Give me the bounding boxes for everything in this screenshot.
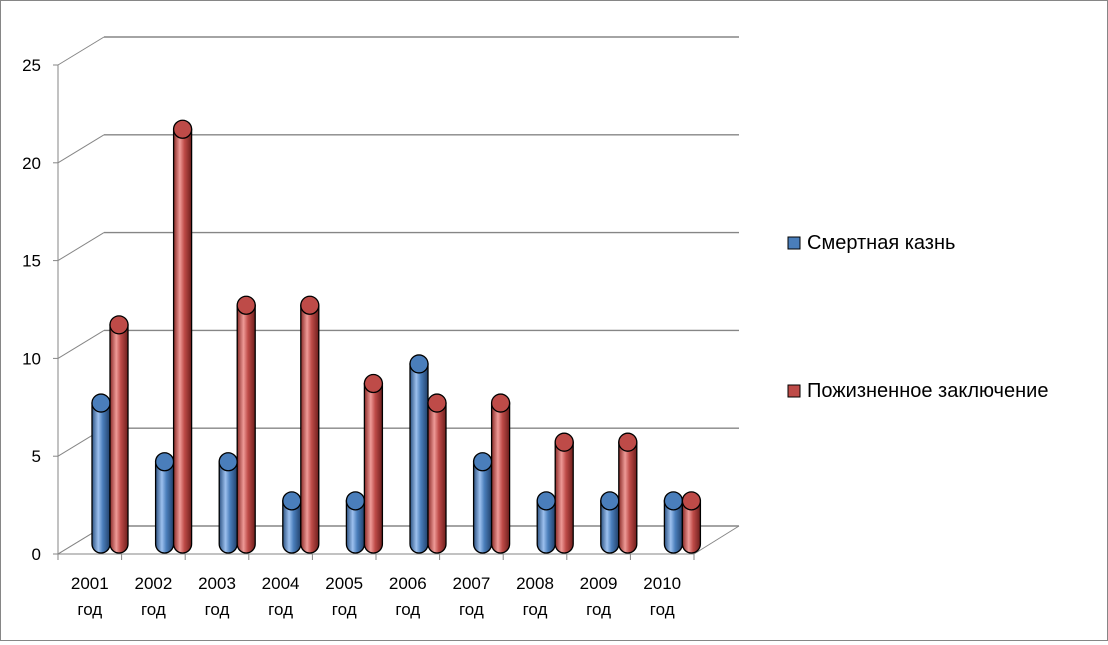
- legend: Смертная казнь Пожизненное заключение: [787, 232, 1048, 402]
- bar-top: [600, 491, 620, 511]
- bar-body: [236, 304, 256, 554]
- bar: [618, 432, 638, 554]
- bar-body: [427, 402, 447, 554]
- bar: [600, 491, 620, 554]
- bar-top: [427, 393, 447, 413]
- y-tick-label: 10: [22, 349, 41, 368]
- x-tick-label: год: [141, 600, 166, 619]
- x-tick-label: год: [395, 600, 420, 619]
- gridline-diagonal: [57, 36, 105, 66]
- gridline-diagonal: [57, 329, 105, 359]
- bar: [472, 452, 493, 554]
- bar-body: [363, 382, 384, 554]
- x-tick-label: 2003: [198, 574, 236, 593]
- y-tick-label: 5: [32, 447, 41, 466]
- bar-body: [490, 402, 511, 554]
- bar-top: [154, 452, 175, 472]
- x-tick-label: 2009: [580, 574, 618, 593]
- bar: [154, 452, 175, 554]
- y-tick-label: 15: [22, 252, 41, 271]
- bar-body: [154, 461, 175, 554]
- x-tick-label: 2001: [71, 574, 109, 593]
- bar-body: [681, 500, 702, 554]
- bars-layer: [91, 119, 702, 554]
- bar-body: [109, 324, 129, 554]
- bar: [409, 354, 429, 554]
- y-tick-label: 25: [22, 56, 41, 75]
- bar-body: [472, 461, 493, 554]
- legend-swatch: [787, 384, 801, 398]
- bar-body: [218, 461, 238, 554]
- bar-top: [536, 491, 556, 511]
- bar-top: [618, 432, 638, 452]
- bar: [236, 295, 256, 554]
- y-tick-label: 0: [32, 545, 41, 564]
- bar-body: [91, 402, 111, 554]
- bar-body: [300, 304, 320, 554]
- x-tick-label: год: [586, 600, 611, 619]
- bar: [91, 393, 111, 554]
- x-tick-label: год: [268, 600, 293, 619]
- bar-top: [472, 452, 493, 472]
- bar-top: [345, 491, 366, 511]
- bar: [282, 491, 302, 554]
- bar: [345, 491, 366, 554]
- x-tick-label: 2008: [516, 574, 554, 593]
- bar-top: [409, 354, 429, 374]
- bar-top: [236, 295, 256, 315]
- x-tick-label: год: [650, 600, 675, 619]
- x-tick-label: 2007: [452, 574, 490, 593]
- bar: [218, 452, 238, 554]
- y-tick-label: 20: [22, 154, 41, 173]
- bar-body: [554, 441, 574, 554]
- x-tick-label: год: [523, 600, 548, 619]
- bar-top: [300, 295, 320, 315]
- x-tick-label: 2004: [262, 574, 300, 593]
- bar-top: [172, 119, 193, 139]
- x-tick-label: 2006: [389, 574, 427, 593]
- bar-top: [663, 491, 684, 511]
- x-tick-label: 2005: [325, 574, 363, 593]
- bar: [172, 119, 193, 554]
- bar-top: [490, 393, 511, 413]
- bar: [490, 393, 511, 554]
- x-tick-label: 2010: [643, 574, 681, 593]
- bar-body: [409, 363, 429, 554]
- bar: [363, 373, 384, 554]
- bar: [681, 491, 702, 554]
- bar: [554, 432, 574, 554]
- bar-body: [172, 128, 193, 554]
- bar-top: [109, 315, 129, 335]
- x-tick-label: год: [332, 600, 357, 619]
- bar-top: [282, 491, 302, 511]
- x-tick-label: год: [205, 600, 230, 619]
- bar: [427, 393, 447, 554]
- bar: [300, 295, 320, 554]
- x-tick-label: год: [77, 600, 102, 619]
- bar-top: [363, 373, 384, 394]
- x-tick-label: 2002: [134, 574, 172, 593]
- bar-top: [681, 491, 702, 511]
- bar-body: [618, 441, 638, 554]
- legend-label: Смертная казнь: [807, 232, 955, 254]
- bar: [109, 315, 129, 554]
- bar-top: [91, 393, 111, 413]
- bar-top: [554, 432, 574, 452]
- x-tick-label: год: [459, 600, 484, 619]
- bar-top: [218, 452, 238, 472]
- gridline-diagonal: [57, 232, 105, 262]
- floor-right-edge: [693, 525, 740, 555]
- bar: [663, 491, 684, 554]
- legend-label: Пожизненное заключение: [807, 380, 1048, 402]
- gridline-diagonal: [57, 134, 105, 164]
- legend-swatch: [787, 236, 801, 250]
- axes-layer: 0 5 10 15 20 25 2001 год 2002 год 2003 год 2004 год 20…: [22, 36, 740, 619]
- bar: [536, 491, 556, 554]
